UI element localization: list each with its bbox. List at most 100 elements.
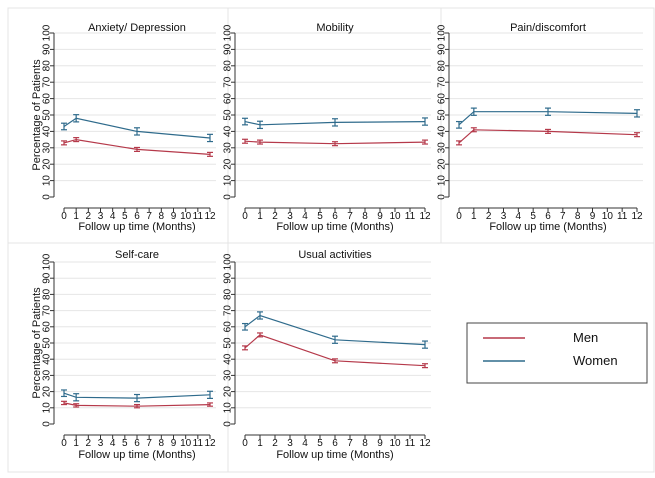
x-tick-label: 7 bbox=[146, 438, 152, 449]
y-tick-label: 60 bbox=[42, 321, 53, 333]
y-axis-label: Percentage of Patients bbox=[31, 287, 43, 399]
y-tick-label: 90 bbox=[223, 272, 234, 284]
x-tick-label: 7 bbox=[347, 438, 353, 449]
y-tick-label: 10 bbox=[223, 175, 234, 187]
x-axis-label: Follow up time (Months) bbox=[78, 449, 195, 461]
y-tick-label: 50 bbox=[223, 337, 234, 349]
x-tick-label: 9 bbox=[171, 211, 177, 222]
y-tick-label: 50 bbox=[42, 337, 53, 349]
y-tick-label: 70 bbox=[42, 305, 53, 317]
x-tick-label: 8 bbox=[362, 211, 368, 222]
y-tick-label: 0 bbox=[223, 194, 234, 200]
x-tick-label: 12 bbox=[631, 211, 643, 222]
panel-title: Usual activities bbox=[298, 249, 372, 261]
x-tick-label: 11 bbox=[617, 211, 628, 222]
legend: Men Women bbox=[466, 322, 648, 384]
x-tick-label: 7 bbox=[560, 211, 566, 222]
x-axis-label: Follow up time (Months) bbox=[276, 449, 393, 461]
y-tick-label: 20 bbox=[223, 158, 234, 170]
y-tick-label: 70 bbox=[42, 76, 53, 88]
x-tick-label: 1 bbox=[73, 211, 79, 222]
x-tick-label: 3 bbox=[501, 211, 507, 222]
x-tick-label: 1 bbox=[73, 438, 79, 449]
y-tick-label: 20 bbox=[42, 386, 53, 398]
x-tick-label: 1 bbox=[257, 438, 263, 449]
x-tick-label: 9 bbox=[377, 438, 383, 449]
x-tick-label: 7 bbox=[347, 211, 353, 222]
panel-title: Self-care bbox=[115, 249, 159, 261]
y-tick-label: 100 bbox=[223, 24, 234, 41]
x-tick-label: 2 bbox=[486, 211, 492, 222]
x-axis-label: Follow up time (Months) bbox=[276, 221, 393, 233]
x-tick-label: 9 bbox=[590, 211, 596, 222]
series-line-men bbox=[63, 138, 211, 155]
legend-label: Women bbox=[573, 353, 618, 368]
y-tick-label: 60 bbox=[42, 93, 53, 105]
y-tick-label: 80 bbox=[223, 288, 234, 300]
x-tick-label: 3 bbox=[287, 211, 293, 222]
x-tick-label: 2 bbox=[86, 211, 92, 222]
x-tick-label: 5 bbox=[122, 211, 128, 222]
y-tick-label: 50 bbox=[42, 109, 53, 121]
legend-label: Men bbox=[573, 330, 598, 345]
x-tick-label: 3 bbox=[98, 438, 104, 449]
y-tick-label: 100 bbox=[42, 24, 53, 41]
panel-title: Pain/discomfort bbox=[510, 22, 586, 34]
legend-box bbox=[466, 322, 648, 384]
series-line-men bbox=[244, 334, 426, 367]
y-tick-label: 90 bbox=[42, 272, 53, 284]
y-tick-label: 80 bbox=[223, 60, 234, 72]
y-tick-label: 20 bbox=[223, 386, 234, 398]
y-tick-label: 10 bbox=[223, 402, 234, 414]
x-tick-label: 1 bbox=[471, 211, 477, 222]
x-tick-label: 5 bbox=[122, 438, 128, 449]
x-tick-label: 6 bbox=[134, 438, 140, 449]
x-tick-label: 11 bbox=[193, 211, 204, 222]
x-tick-label: 4 bbox=[302, 211, 308, 222]
x-tick-label: 10 bbox=[602, 211, 614, 222]
y-tick-label: 70 bbox=[223, 76, 234, 88]
panel-title: Mobility bbox=[316, 22, 354, 34]
panel-title: Anxiety/ Depression bbox=[88, 22, 186, 34]
y-tick-label: 90 bbox=[42, 43, 53, 55]
series-line-women bbox=[63, 117, 211, 139]
x-tick-label: 11 bbox=[193, 438, 204, 449]
y-tick-label: 0 bbox=[42, 421, 53, 427]
y-tick-label: 50 bbox=[223, 109, 234, 121]
x-tick-label: 9 bbox=[377, 211, 383, 222]
y-tick-label: 100 bbox=[42, 253, 53, 270]
series-line-men bbox=[63, 402, 211, 407]
x-tick-label: 4 bbox=[110, 211, 116, 222]
x-tick-label: 6 bbox=[134, 211, 140, 222]
y-tick-label: 40 bbox=[437, 125, 448, 137]
y-tick-label: 0 bbox=[223, 421, 234, 427]
x-tick-label: 8 bbox=[362, 438, 368, 449]
y-tick-label: 10 bbox=[437, 175, 448, 187]
y-tick-label: 80 bbox=[42, 60, 53, 72]
y-tick-label: 30 bbox=[42, 369, 53, 381]
y-tick-label: 40 bbox=[42, 353, 53, 365]
y-tick-label: 50 bbox=[437, 109, 448, 121]
x-tick-label: 0 bbox=[242, 211, 248, 222]
y-tick-label: 10 bbox=[42, 175, 53, 187]
x-tick-label: 12 bbox=[204, 211, 216, 222]
x-tick-label: 1 bbox=[257, 211, 263, 222]
x-tick-label: 8 bbox=[159, 438, 165, 449]
y-tick-label: 60 bbox=[437, 93, 448, 105]
x-tick-label: 2 bbox=[272, 438, 278, 449]
x-tick-label: 10 bbox=[389, 211, 401, 222]
y-axis-label: Percentage of Patients bbox=[31, 59, 43, 171]
y-tick-label: 0 bbox=[437, 194, 448, 200]
y-tick-label: 60 bbox=[223, 93, 234, 105]
y-tick-label: 30 bbox=[437, 142, 448, 154]
x-tick-label: 11 bbox=[405, 438, 416, 449]
x-tick-label: 10 bbox=[389, 438, 401, 449]
y-tick-label: 20 bbox=[437, 158, 448, 170]
y-tick-label: 40 bbox=[223, 353, 234, 365]
x-tick-label: 12 bbox=[419, 211, 431, 222]
y-tick-label: 90 bbox=[223, 43, 234, 55]
